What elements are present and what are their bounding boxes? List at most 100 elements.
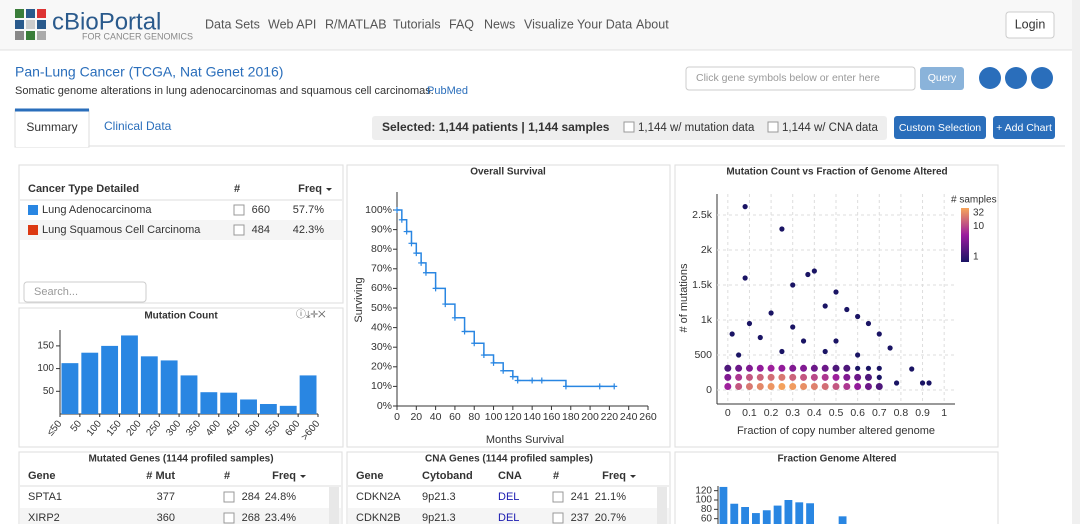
tab-label: Summary: [26, 120, 77, 134]
point: [735, 364, 743, 372]
table-search[interactable]: [23, 281, 147, 303]
point: [926, 380, 932, 386]
censor-mark: [490, 359, 497, 366]
censor-mark: [500, 367, 507, 374]
point: [767, 364, 775, 372]
point: [767, 373, 775, 381]
sort-arrow: [326, 188, 332, 191]
point: [778, 383, 786, 390]
censor-mark: [562, 383, 569, 390]
x-tick-label: 160: [543, 411, 561, 423]
query-button[interactable]: [920, 67, 964, 90]
login-label: Login: [1015, 17, 1046, 31]
cell: 42.3%: [293, 224, 324, 236]
checkbox[interactable]: [552, 491, 564, 503]
cell: SPTA1: [28, 491, 62, 503]
bar: [806, 503, 814, 524]
point: [876, 374, 882, 380]
point: [821, 373, 829, 381]
x-tick-label: 60: [449, 411, 461, 423]
icon-button[interactable]: [1031, 67, 1053, 89]
bar: [730, 503, 739, 524]
custom-selection-button[interactable]: [894, 116, 986, 139]
nav-link[interactable]: R/MATLAB: [325, 17, 387, 31]
cell: 241: [571, 491, 589, 503]
nav-link[interactable]: News: [484, 17, 515, 31]
checkbox[interactable]: [233, 224, 245, 236]
checkbox[interactable]: [233, 204, 245, 216]
active-tab[interactable]: [14, 109, 90, 148]
x-tick-label: 0.3: [785, 407, 800, 419]
cell: Lung Squamous Cell Carcinoma: [42, 224, 201, 236]
nav-link[interactable]: Tutorials: [393, 17, 440, 31]
checkbox[interactable]: [223, 491, 235, 503]
censor-mark: [394, 207, 400, 213]
nav-link[interactable]: Data Sets: [205, 17, 260, 31]
scrollbar[interactable]: [329, 487, 339, 524]
gene-input[interactable]: [685, 66, 916, 91]
censor-mark: [471, 340, 478, 347]
point: [833, 338, 839, 344]
bar: [140, 356, 158, 414]
point: [789, 383, 797, 390]
icon-button[interactable]: [979, 67, 1001, 89]
censor-mark: [403, 228, 410, 235]
x-tick-label: 140: [523, 411, 541, 423]
x-axis-label: Months Survival: [486, 434, 564, 446]
pubmed-link: PubMed: [427, 85, 468, 97]
table-header: Gene: [356, 470, 384, 482]
x-tick-label: 80: [468, 411, 480, 423]
y-tick-label: 80: [701, 504, 713, 515]
scrollbar[interactable]: [657, 487, 667, 524]
bar: [838, 516, 847, 524]
icon-button[interactable]: [1005, 67, 1027, 89]
point: [745, 373, 753, 381]
point: [854, 383, 862, 390]
x-tick-label: 180: [562, 411, 580, 423]
point: [724, 383, 732, 390]
bar: [773, 505, 782, 524]
nav-link[interactable]: About: [636, 17, 669, 31]
bar: [299, 375, 317, 414]
point: [821, 364, 829, 372]
bar: [180, 375, 198, 414]
point: [909, 366, 915, 372]
table-header: Freq: [272, 470, 296, 482]
point: [735, 373, 743, 381]
scrollbar[interactable]: [1072, 0, 1080, 524]
table-header: Freq: [602, 470, 626, 482]
point: [887, 345, 893, 351]
point: [805, 271, 811, 278]
logo-text: cBioPortal: [52, 8, 161, 35]
checkbox[interactable]: [223, 512, 235, 524]
table-header: CNA: [498, 470, 522, 482]
chart-title: Mutation Count: [144, 311, 218, 322]
censor-mark: [432, 285, 439, 292]
point: [832, 383, 840, 390]
point: [822, 303, 828, 309]
nav-link[interactable]: Web API: [268, 17, 316, 31]
y-tick-label: 0%: [377, 400, 392, 412]
point: [724, 364, 732, 372]
x-tick-label: 40: [430, 411, 442, 423]
login-button[interactable]: [1005, 11, 1055, 39]
add-chart-button[interactable]: [993, 116, 1055, 139]
censor-mark: [480, 352, 487, 359]
x-tick-label: 0.4: [807, 407, 822, 419]
checkbox[interactable]: [623, 121, 635, 133]
checkbox[interactable]: [552, 512, 564, 524]
nav-link[interactable]: Visualize Your Data: [524, 17, 632, 31]
point: [875, 383, 883, 390]
y-tick-label: 70%: [371, 263, 392, 275]
cell: 284: [242, 491, 260, 503]
y-tick-label: 1k: [701, 314, 713, 326]
checkbox[interactable]: [767, 121, 779, 133]
nav-link[interactable]: FAQ: [449, 17, 474, 31]
y-axis-label: Surviving: [353, 277, 365, 322]
x-tick-label: 0.1: [742, 407, 757, 419]
point: [724, 373, 732, 381]
cell: 484: [252, 224, 270, 236]
point: [843, 364, 851, 372]
table-header: Cancer Type Detailed: [28, 183, 139, 195]
